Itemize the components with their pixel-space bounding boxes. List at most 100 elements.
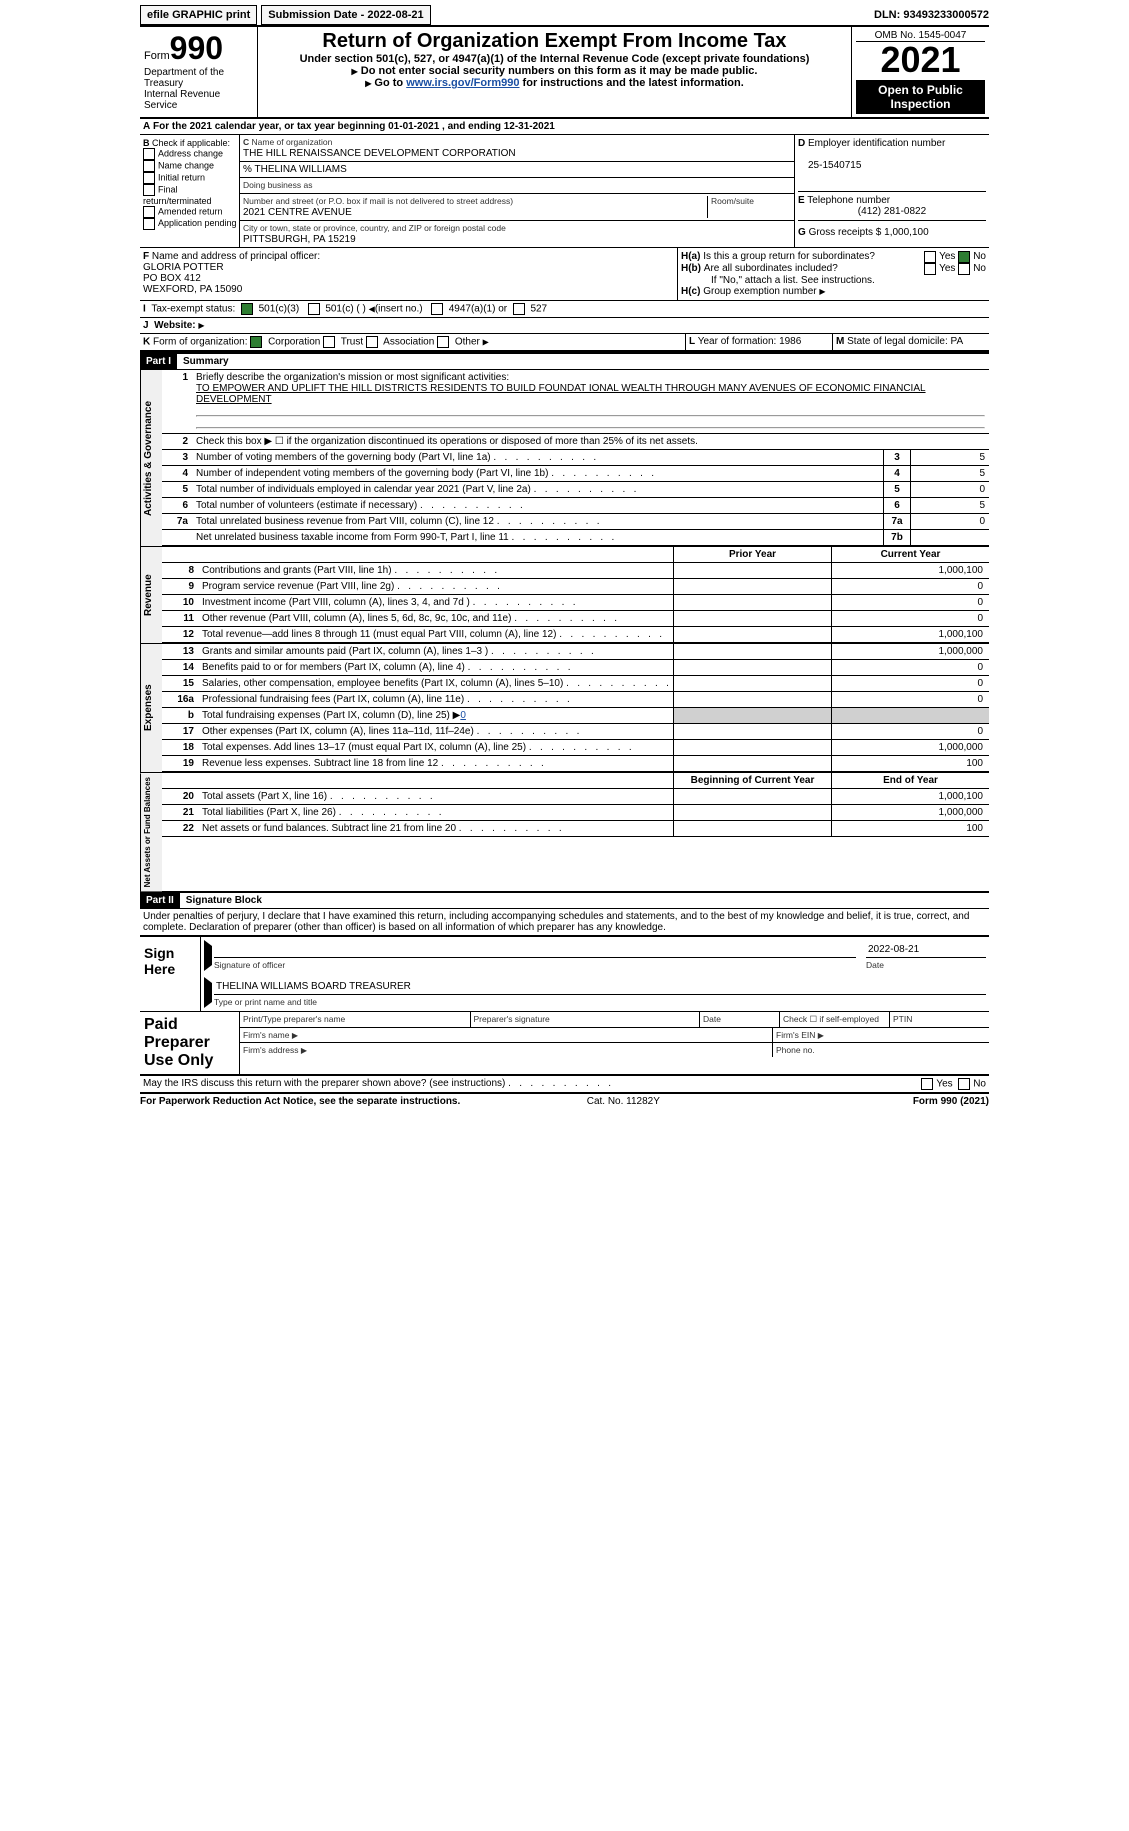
val-3: 5 [910, 450, 989, 465]
firm-name-label: Firm's name [243, 1030, 290, 1040]
current-year-hdr: Current Year [831, 547, 989, 562]
city-label: City or town, state or province, country… [243, 223, 506, 233]
net-assets-tab: Net Assets or Fund Balances [140, 773, 162, 891]
val-4: 5 [910, 466, 989, 481]
table-row: 21Total liabilities (Part X, line 26)1,0… [162, 805, 989, 821]
care-of: % THELINA WILLIAMS [240, 162, 794, 178]
firm-ein-label: Firm's EIN [776, 1030, 815, 1040]
gross-receipts-label: Gross receipts $ [809, 227, 885, 238]
table-row: 18Total expenses. Add lines 13–17 (must … [162, 740, 989, 756]
table-row: 15Salaries, other compensation, employee… [162, 676, 989, 692]
tax-year: 2021 [856, 42, 985, 78]
street-address: 2021 CENTRE AVENUE [243, 207, 352, 218]
firm-addr-label: Firm's address [243, 1045, 298, 1055]
val-7a: 0 [910, 514, 989, 529]
dept-treasury: Department of the Treasury [144, 67, 253, 89]
line-2: Check this box ▶ ☐ if the organization d… [192, 434, 989, 449]
table-row: 13Grants and similar amounts paid (Part … [162, 644, 989, 660]
table-row: 17Other expenses (Part IX, column (A), l… [162, 724, 989, 740]
cat-no: Cat. No. 11282Y [587, 1096, 660, 1107]
begin-year-hdr: Beginning of Current Year [673, 773, 831, 788]
table-row: 11Other revenue (Part VIII, column (A), … [162, 611, 989, 627]
prior-year-hdr: Prior Year [673, 547, 831, 562]
form-number: 990 [170, 30, 223, 66]
footer: For Paperwork Reduction Act Notice, see … [140, 1094, 989, 1109]
dln: DLN: 93493233000572 [874, 9, 989, 21]
submission-date: Submission Date - 2022-08-21 [261, 5, 430, 25]
discuss-question: May the IRS discuss this return with the… [140, 1076, 918, 1092]
line-7a: Total unrelated business revenue from Pa… [192, 514, 883, 529]
org-name-label: Name of organization [252, 137, 333, 147]
table-row: 20Total assets (Part X, line 16)1,000,10… [162, 789, 989, 805]
table-row: 8Contributions and grants (Part VIII, li… [162, 563, 989, 579]
type-name-label: Type or print name and title [214, 997, 317, 1007]
topbar: efile GRAPHIC print Submission Date - 20… [140, 5, 989, 27]
public-inspection: Open to Public Inspection [856, 80, 985, 114]
prep-ptin-label: PTIN [889, 1012, 989, 1028]
table-row: 19Revenue less expenses. Subtract line 1… [162, 756, 989, 772]
ein: 25-1540715 [798, 160, 861, 171]
efile-label[interactable]: efile GRAPHIC print [140, 5, 257, 25]
gross-receipts: 1,000,100 [884, 227, 929, 238]
phone: (412) 281-0822 [798, 206, 986, 217]
city-state-zip: PITTSBURGH, PA 15219 [243, 234, 356, 245]
table-row: 22Net assets or fund balances. Subtract … [162, 821, 989, 837]
irs-link[interactable]: www.irs.gov/Form990 [406, 77, 519, 89]
prep-sig-label: Preparer's signature [470, 1012, 700, 1028]
revenue-tab: Revenue [140, 547, 162, 643]
line-4: Number of independent voting members of … [192, 466, 883, 481]
sig-date: 2022-08-21 [866, 942, 986, 958]
line-5: Total number of individuals employed in … [192, 482, 883, 497]
org-name: THE HILL RENAISSANCE DEVELOPMENT CORPORA… [243, 148, 516, 159]
prep-print-label: Print/Type preparer's name [240, 1012, 470, 1028]
activities-governance-tab: Activities & Governance [140, 370, 162, 546]
firm-phone-label: Phone no. [772, 1043, 989, 1057]
mission-label: Briefly describe the organization's miss… [196, 372, 509, 383]
sign-here: Sign Here Signature of officer2022-08-21… [140, 935, 989, 1012]
officer-city: WEXFORD, PA 15090 [143, 284, 242, 295]
form-title: Return of Organization Exempt From Incom… [262, 30, 847, 53]
irs-label: Internal Revenue Service [144, 89, 253, 111]
table-row: 10Investment income (Part VIII, column (… [162, 595, 989, 611]
part-ii-header: Part IISignature Block [140, 891, 989, 909]
line-l: L Year of formation: 1986 [685, 334, 832, 350]
val-6: 5 [910, 498, 989, 513]
declaration: Under penalties of perjury, I declare th… [140, 909, 989, 935]
line-3: Number of voting members of the governin… [192, 450, 883, 465]
paid-preparer: Paid Preparer Use Only Print/Type prepar… [140, 1012, 989, 1076]
room-label: Room/suite [711, 196, 754, 206]
line-j: J Website: ▶ [140, 318, 208, 333]
form-word: Form [144, 50, 170, 62]
note-ssn: Do not enter social security numbers on … [361, 65, 758, 77]
officer-name: GLORIA POTTER [143, 262, 224, 273]
prep-date-label: Date [699, 1012, 779, 1028]
table-row: 14Benefits paid to or for members (Part … [162, 660, 989, 676]
sig-officer-label: Signature of officer [214, 960, 285, 970]
line-k: K Form of organization: Corporation Trus… [140, 334, 685, 350]
line-6: Total number of volunteers (estimate if … [192, 498, 883, 513]
table-row: 9Program service revenue (Part VIII, lin… [162, 579, 989, 595]
line-7b: Net unrelated business taxable income fr… [192, 530, 883, 545]
addr-label: Number and street (or P.O. box if mail i… [243, 196, 513, 206]
section-h: H(a) Is this a group return for subordin… [678, 248, 989, 300]
table-row: 12Total revenue—add lines 8 through 11 (… [162, 627, 989, 643]
officer-addr: PO BOX 412 [143, 273, 201, 284]
line-m: M State of legal domicile: PA [832, 334, 989, 350]
section-b-through-g: B Check if applicable: Address change Na… [140, 135, 989, 247]
end-year-hdr: End of Year [831, 773, 989, 788]
form-subtitle: Under section 501(c), 527, or 4947(a)(1)… [262, 53, 847, 65]
mission-text: TO EMPOWER AND UPLIFT THE HILL DISTRICTS… [196, 383, 926, 405]
part-i-header: Part ISummary [140, 352, 989, 370]
table-row: bTotal fundraising expenses (Part IX, co… [162, 708, 989, 724]
form-footer: Form 990 (2021) [913, 1096, 989, 1107]
table-row: 16aProfessional fundraising fees (Part I… [162, 692, 989, 708]
val-7b [910, 530, 989, 545]
form-header: Form990 Department of the Treasury Inter… [140, 27, 989, 119]
phone-label: Telephone number [807, 195, 890, 206]
line-a: A For the 2021 calendar year, or tax yea… [140, 119, 989, 135]
dba-label: Doing business as [243, 180, 312, 190]
section-f: F Name and address of principal officer:… [140, 248, 678, 300]
line-i: I Tax-exempt status: 501(c)(3) 501(c) ( … [140, 301, 550, 317]
val-5: 0 [910, 482, 989, 497]
sig-date-label: Date [866, 960, 884, 970]
